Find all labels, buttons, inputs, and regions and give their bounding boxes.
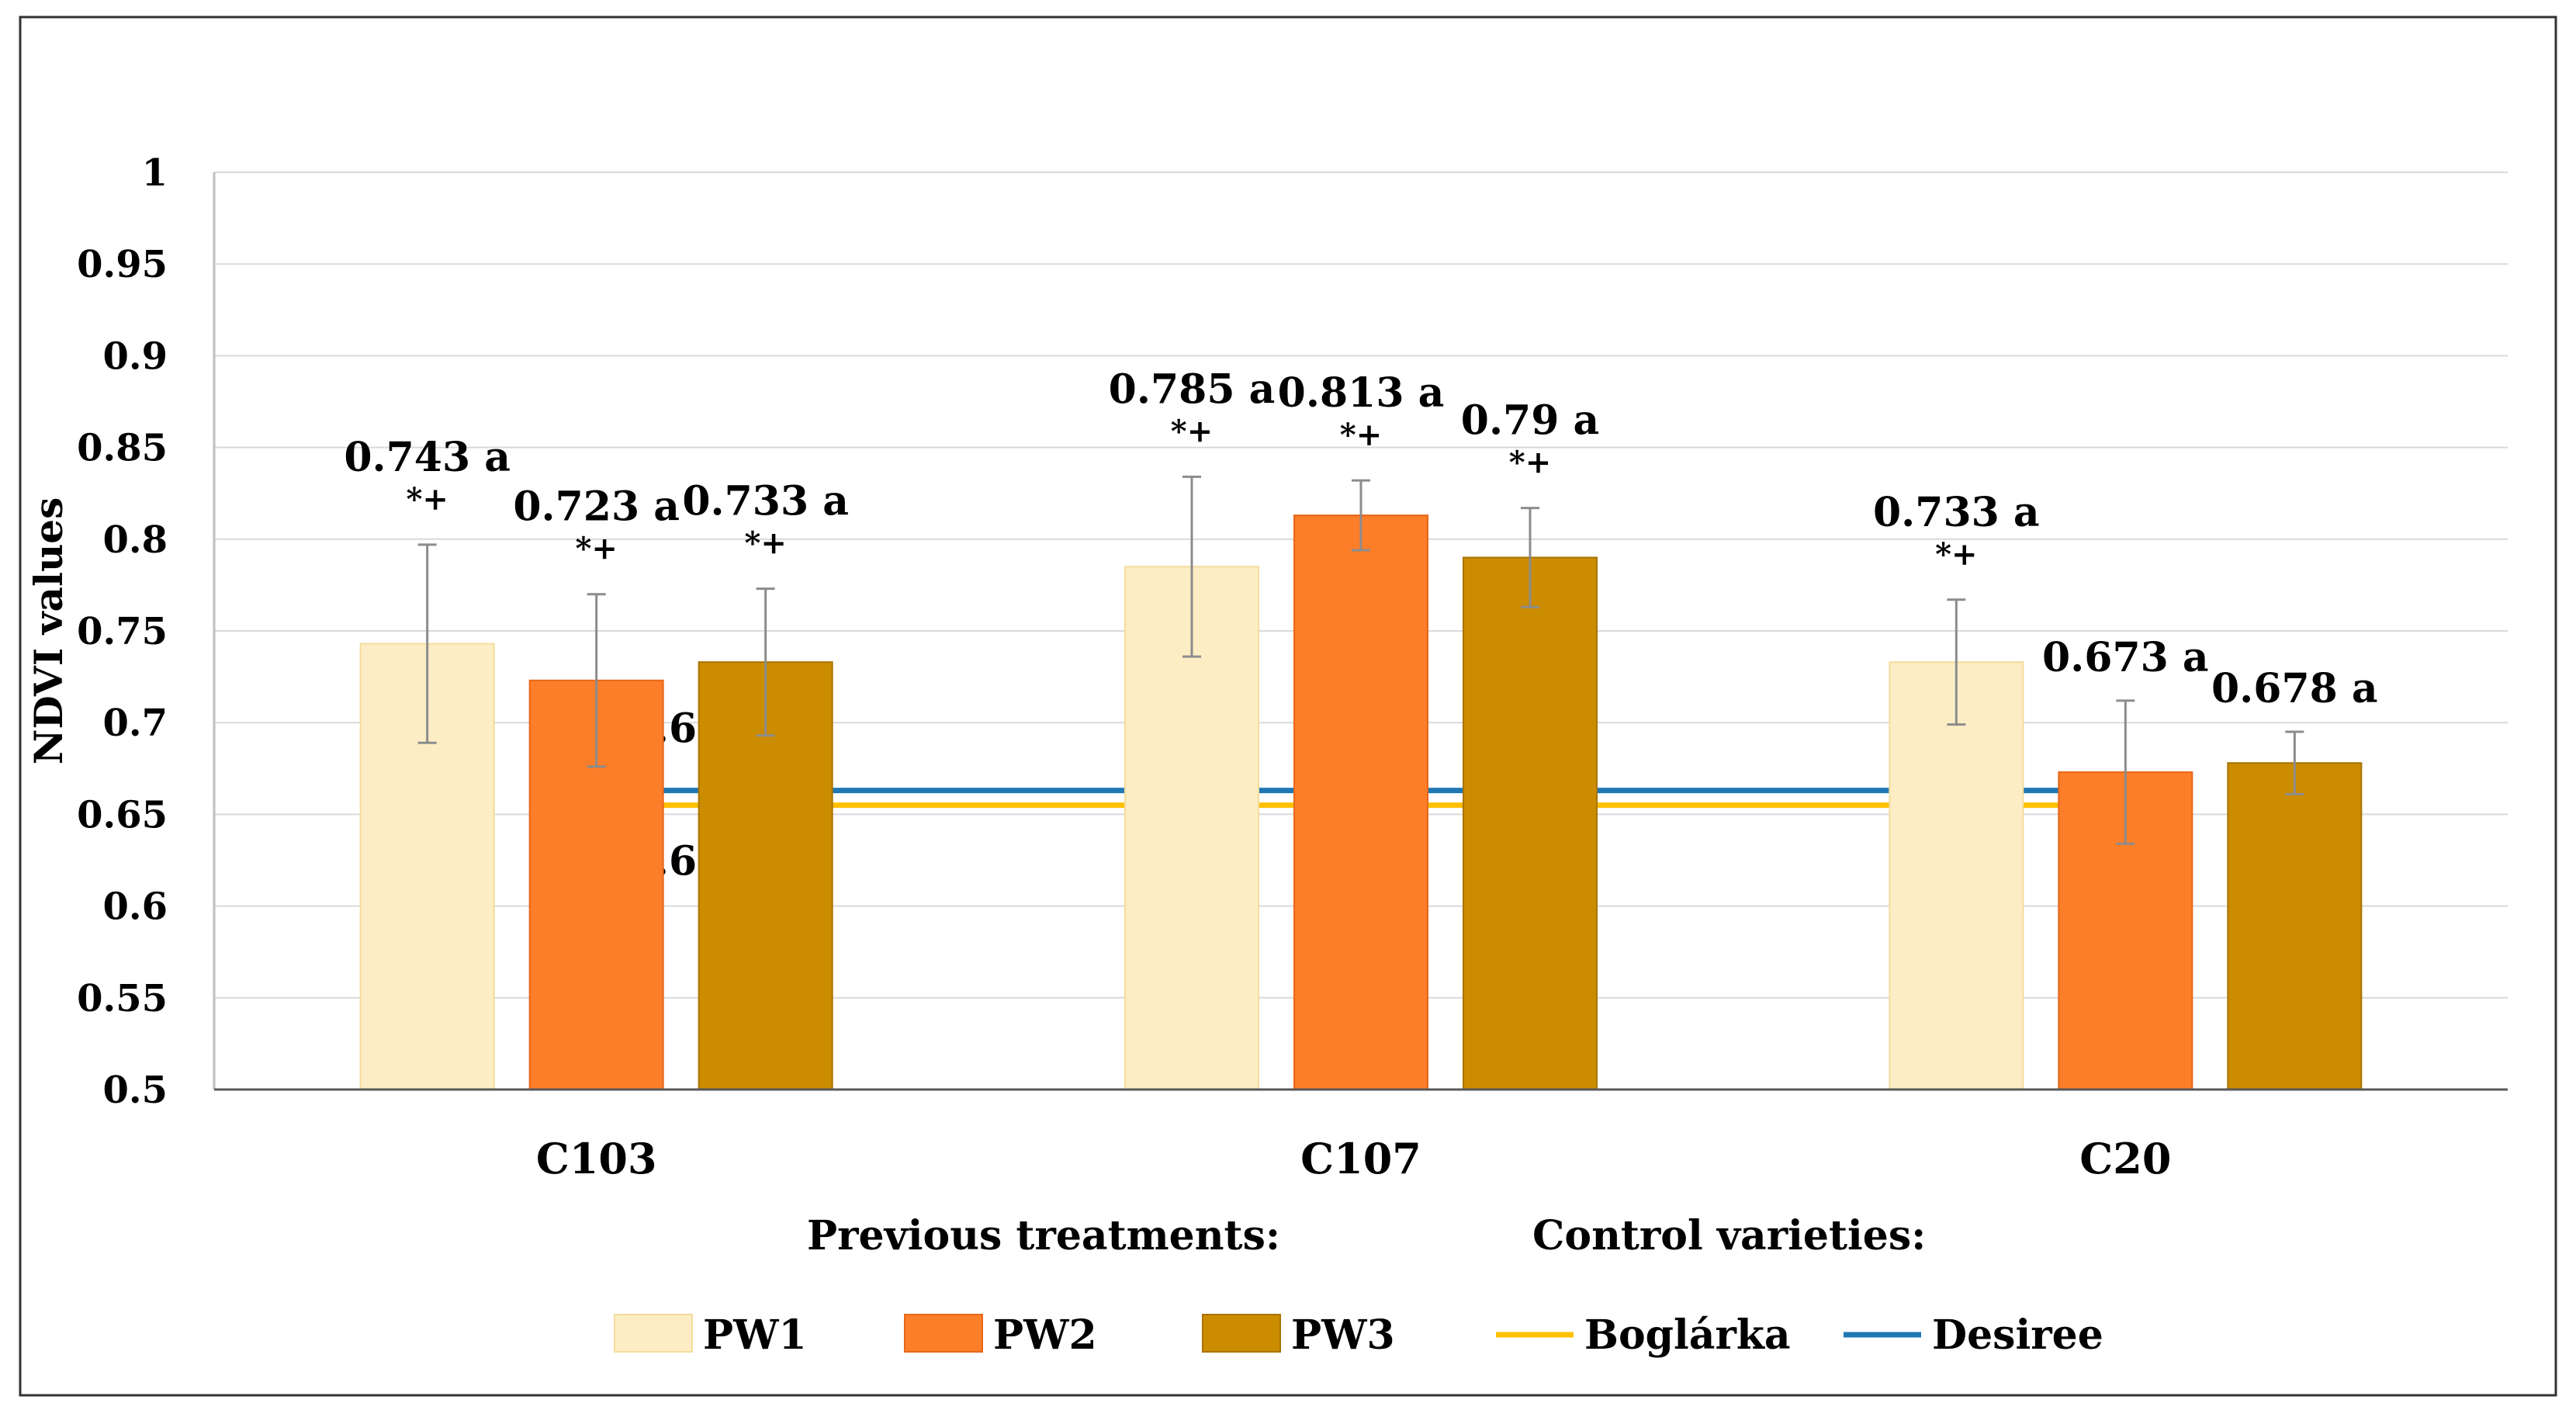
significance-mark: *+	[1340, 417, 1382, 453]
data-label: 0.785 a	[1109, 366, 1276, 413]
data-label: 0.79 a	[1461, 397, 1599, 445]
legend-swatch-pw3	[1202, 1314, 1281, 1353]
y-tick-label: 0.7	[102, 702, 168, 745]
y-tick-label: 0.8	[102, 518, 168, 562]
y-tick-label: 0.95	[77, 243, 168, 286]
data-label: 0.743 a	[344, 434, 511, 481]
data-label: 0.673 a	[2042, 634, 2209, 681]
bars	[359, 475, 2363, 1090]
legend-swatch-pw1	[614, 1314, 693, 1353]
axes: 0.5 0.55 0.6 0.65 0.7 0.75 0.8 0.85 0.9 0.95 1	[77, 151, 2508, 1112]
significance-mark: *+	[406, 481, 448, 518]
y-axis-label: NDVI values	[26, 497, 71, 765]
data-label: 0.813 a	[1278, 369, 1445, 417]
legend-swatch-pw2	[904, 1314, 983, 1353]
legend: Previous treatments: Control varieties: …	[614, 1212, 2103, 1359]
x-tick-label: C20	[2079, 1134, 2171, 1183]
significance-mark: *+	[1171, 413, 1213, 449]
legend-label-pw1: PW1	[703, 1311, 807, 1359]
significance-mark: *+	[744, 525, 786, 562]
y-tick-label: 0.5	[102, 1069, 168, 1112]
data-labels: 0.743 a*+0.785 a*+0.733 a*+0.723 a*+0.81…	[344, 366, 2377, 712]
y-tick-label: 0.9	[102, 334, 168, 378]
data-label: 0.733 a	[1873, 489, 2040, 536]
data-label: 0.733 a	[682, 478, 849, 525]
y-tick-label: 0.55	[77, 977, 168, 1020]
y-tick-label: 0.85	[77, 427, 168, 470]
y-tick-label: 0.6	[102, 885, 168, 929]
legend-items: PW1 PW2 PW3 Boglárka Desiree	[614, 1311, 2103, 1359]
y-tick-label: 0.65	[77, 793, 168, 837]
bar-pw2-c107	[1293, 514, 1428, 1090]
bar-pw1-c20	[1889, 661, 2024, 1090]
x-tick-labels: C103 C107 C20	[536, 1134, 2172, 1183]
legend-label-pw2: PW2	[993, 1311, 1097, 1359]
x-tick-label: C103	[536, 1134, 657, 1183]
y-tick-label: 0.75	[77, 610, 168, 653]
x-tick-label: C107	[1300, 1134, 1421, 1183]
data-label: 0.723 a	[513, 483, 680, 531]
bar-pw3-c107	[1463, 556, 1598, 1090]
legend-group-previous-treatments: Previous treatments:	[807, 1212, 1280, 1259]
significance-mark: *+	[1509, 445, 1551, 481]
y-tick-label: 1	[142, 151, 168, 195]
legend-label-boglrka: Boglárka	[1584, 1311, 1791, 1359]
legend-group-control-varieties: Control varieties:	[1532, 1212, 1926, 1259]
legend-label-pw3: PW3	[1291, 1311, 1395, 1359]
bar-pw3-c20	[2227, 762, 2363, 1090]
legend-label-desiree: Desiree	[1932, 1311, 2103, 1359]
data-label: 0.678 a	[2211, 665, 2378, 712]
significance-mark: *+	[1935, 536, 1977, 573]
significance-mark: *+	[575, 531, 617, 567]
